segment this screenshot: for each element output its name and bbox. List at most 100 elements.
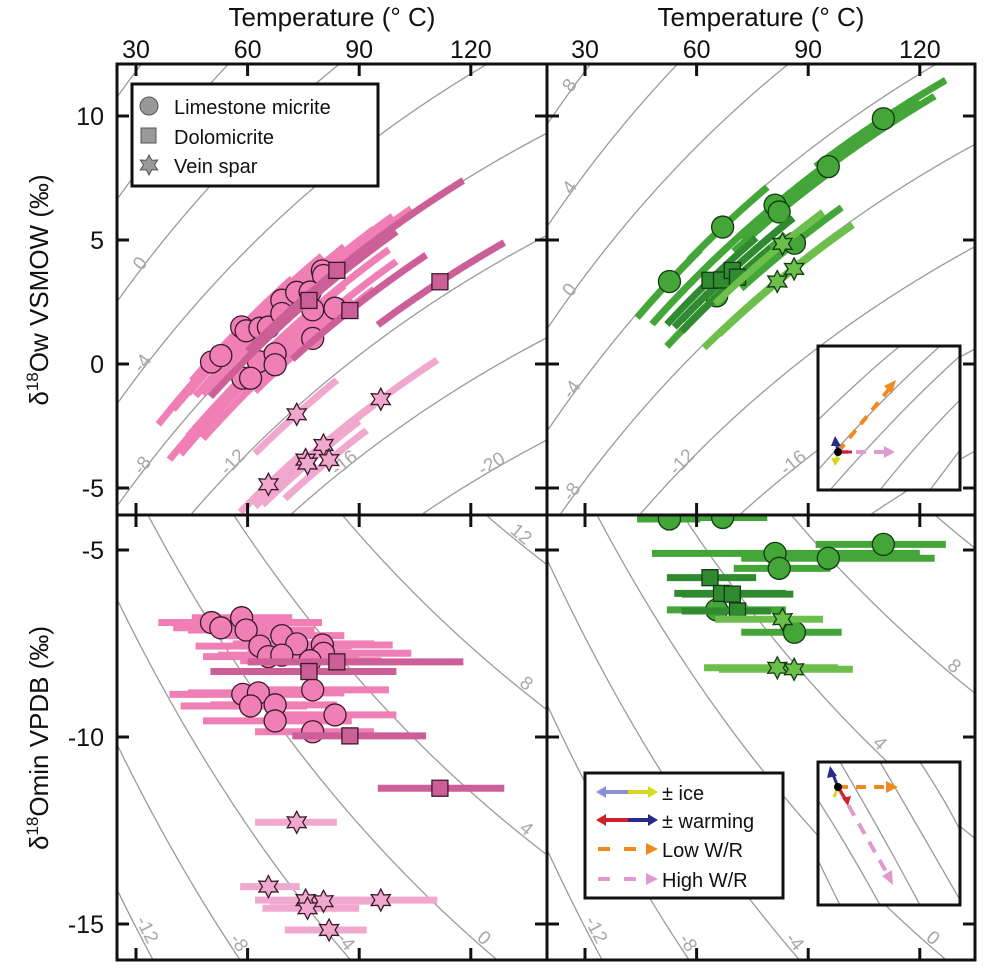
isoline-label: 0 [129, 253, 152, 274]
y-axis-title-bottom: δ18Omin VPDB (‰) [23, 626, 54, 850]
isoline [547, 64, 679, 228]
star-marker [766, 655, 789, 681]
circle-marker-icon [139, 96, 159, 116]
isoline-label: 0 [473, 927, 495, 950]
circle-marker [767, 556, 791, 580]
circle-marker [238, 366, 263, 390]
isoline [547, 64, 790, 330]
error-bar [245, 177, 465, 354]
process-legend: ± ice ± warming Low W/R High W/R [583, 771, 785, 900]
isoline-label: 0 [922, 927, 944, 950]
square-marker [431, 779, 449, 797]
isoline-label: -4 [781, 929, 808, 956]
isoline-label: -4 [559, 376, 586, 402]
square-marker [328, 261, 346, 280]
y-tick-label: -5 [82, 537, 104, 565]
star-marker [318, 447, 340, 473]
star-marker [285, 401, 308, 427]
square-marker [431, 273, 449, 291]
star-marker [296, 895, 319, 921]
isoline-label: 8 [943, 655, 965, 678]
isoline [419, 439, 547, 515]
star-marker [257, 874, 280, 900]
star-marker [771, 231, 794, 257]
circle-marker [816, 154, 840, 179]
legend-label-ice: ± ice [662, 783, 704, 805]
x-tick-label: 120 [450, 36, 492, 64]
star-marker [369, 887, 392, 913]
isoline [117, 64, 489, 404]
legend-label-vein-spar: Vein spar [174, 156, 258, 178]
isoline [547, 849, 603, 960]
circle-marker [238, 694, 263, 718]
series-top-circle [155, 205, 414, 462]
isoline-label: -8 [559, 479, 586, 505]
isoline-label: 12 [506, 520, 536, 550]
square-marker [701, 569, 719, 587]
isoline [117, 744, 241, 960]
legend-label-dolomicrite: Dolomicrite [174, 127, 274, 149]
series-top-star [237, 356, 440, 515]
star-marker [312, 888, 335, 914]
y-tick-label: 10 [76, 103, 104, 131]
isoline [638, 246, 975, 515]
square-marker [723, 585, 741, 603]
y-tick-label: -15 [68, 911, 104, 939]
isoline-label: -12 [216, 445, 250, 479]
isoline-label: 4 [868, 733, 891, 756]
inset-top [816, 344, 962, 492]
circle-marker [710, 515, 735, 530]
series-top-star [701, 209, 855, 351]
error-bar [712, 209, 826, 307]
marker-legend: Limestone micrite Dolomicrite Vein spar [130, 82, 380, 188]
isoline-label: -16 [776, 446, 811, 480]
isoline-label: 8 [559, 75, 582, 96]
circle-marker [209, 616, 233, 640]
star-marker [766, 269, 789, 294]
star-marker [318, 917, 340, 943]
y-tick-label: -10 [68, 724, 104, 752]
x-tick-label: 120 [899, 36, 941, 64]
isoline-label: -8 [129, 453, 156, 479]
isoline-label: -4 [129, 350, 156, 376]
x-tick-label: 30 [122, 36, 150, 64]
square-marker-icon [140, 127, 157, 144]
y-tick-label: -5 [82, 475, 104, 503]
isoline-label: 4 [559, 177, 582, 198]
x-tick-label: 90 [345, 36, 373, 64]
isoline-label: -12 [580, 913, 611, 947]
series-bottom-square [666, 569, 794, 620]
circle-marker [234, 618, 258, 642]
isoline-label: 4 [515, 818, 537, 841]
circle-marker [301, 720, 325, 744]
high-wr-vector [836, 786, 890, 876]
square-marker [341, 727, 359, 745]
circle-marker [657, 269, 682, 294]
series-bottom-star [704, 606, 853, 682]
circle-marker [263, 353, 287, 377]
star-marker [369, 386, 392, 412]
series-bottom-star [240, 809, 438, 943]
series-top-square [207, 177, 506, 400]
isoline [117, 890, 154, 960]
isoline [189, 234, 547, 515]
circle-marker [816, 546, 840, 570]
star-marker [285, 809, 308, 835]
isoline [232, 515, 547, 856]
x-tick-label: 60 [683, 36, 711, 64]
data-points [155, 77, 948, 943]
star-marker [257, 471, 280, 497]
x-axis-title-right: Temperature (° C) [658, 2, 865, 32]
star-marker [783, 256, 805, 282]
legend-label-limestone: Limestone micrite [174, 97, 331, 119]
circle-marker [657, 515, 682, 531]
series-bottom-circle [637, 515, 946, 644]
inset-bottom [816, 760, 962, 907]
error-bar [290, 252, 429, 362]
circle-marker [871, 107, 895, 131]
y-tick-label: 5 [90, 227, 104, 255]
circle-marker [323, 703, 347, 727]
legend-label-warming: ± warming [662, 811, 754, 833]
legend-label-high-wr: High W/R [662, 870, 748, 892]
